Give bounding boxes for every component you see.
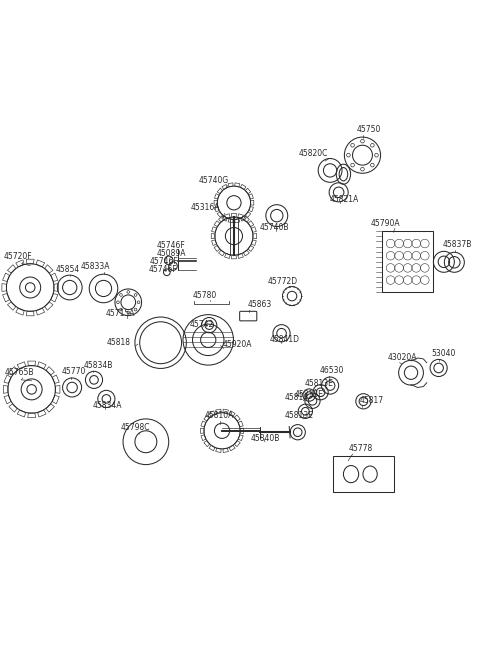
Text: 45746F: 45746F	[157, 242, 186, 250]
Text: 45813E: 45813E	[294, 390, 323, 399]
Text: 45821A: 45821A	[330, 195, 360, 204]
Text: 45720F: 45720F	[3, 252, 32, 261]
Text: 53040: 53040	[431, 349, 456, 358]
Text: 45863: 45863	[247, 301, 272, 309]
Text: 45813E: 45813E	[304, 379, 333, 388]
Text: 45740B: 45740B	[259, 223, 288, 233]
Text: 45854: 45854	[55, 265, 80, 274]
Text: 45840B: 45840B	[251, 434, 280, 443]
Text: 45742: 45742	[189, 320, 214, 329]
Text: 45750: 45750	[357, 125, 381, 134]
Text: 45765B: 45765B	[4, 368, 34, 377]
Text: 45798C: 45798C	[120, 423, 150, 432]
Text: 45770: 45770	[61, 367, 86, 376]
Text: 45790A: 45790A	[371, 219, 401, 227]
Text: 45817: 45817	[359, 396, 383, 405]
Text: 45834B: 45834B	[84, 362, 113, 370]
Text: 45715A: 45715A	[106, 309, 135, 318]
Text: 46530: 46530	[320, 366, 344, 375]
Text: 45834A: 45834A	[93, 402, 122, 410]
Text: 43020A: 43020A	[387, 353, 417, 362]
Text: 45746F: 45746F	[149, 257, 178, 266]
Text: 45316A: 45316A	[191, 203, 221, 212]
Text: 45920A: 45920A	[223, 341, 252, 349]
Text: 45813E: 45813E	[285, 411, 314, 420]
Text: 45778: 45778	[348, 444, 372, 453]
Text: 45837B: 45837B	[443, 240, 472, 249]
Text: 45814: 45814	[285, 393, 309, 402]
Bar	[382, 231, 433, 292]
Text: 45772D: 45772D	[267, 276, 298, 286]
Text: 45820C: 45820C	[299, 149, 328, 158]
Text: 45780: 45780	[192, 291, 217, 300]
Text: 45833A: 45833A	[81, 263, 110, 271]
Text: 45810A: 45810A	[204, 411, 234, 420]
Text: 45740G: 45740G	[198, 176, 228, 185]
Text: 45841D: 45841D	[270, 335, 300, 344]
Text: 45746F: 45746F	[148, 265, 177, 274]
Text: 45089A: 45089A	[157, 249, 186, 258]
Text: 45818: 45818	[107, 337, 131, 346]
Bar	[333, 456, 394, 492]
